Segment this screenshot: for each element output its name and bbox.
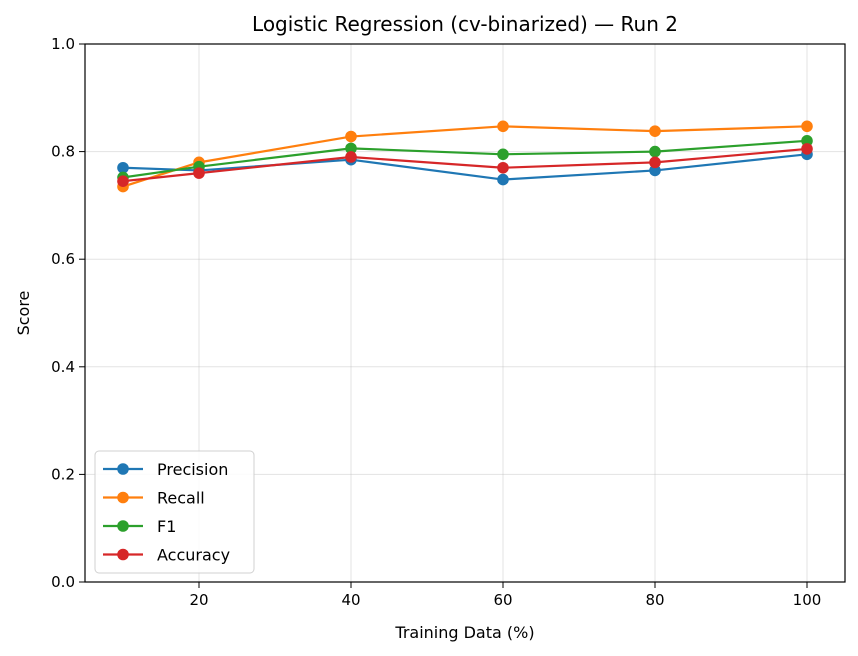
data-point-accuracy: [497, 161, 509, 174]
legend-box: [94, 450, 255, 574]
data-point-precision: [649, 164, 661, 177]
legend-swatch-marker: [117, 548, 129, 561]
ticks: 20 40 60 80 100 0.0 0.2 0.4 0.6 0.8 1.0: [51, 35, 821, 609]
series-line-accuracy: [122, 147, 808, 183]
data-point-f1: [801, 135, 813, 147]
x-axis-label: Training Data (%): [394, 623, 534, 642]
legend-item-f1: F1: [103, 517, 176, 536]
data-point-recall: [801, 120, 813, 133]
data-point-f1: [497, 148, 509, 161]
legend-label: Recall: [157, 489, 205, 508]
y-tick-label: 0.8: [51, 143, 75, 161]
y-tick-label: 0.4: [51, 358, 75, 376]
x-tick-label: 60: [493, 591, 512, 609]
series-layer: [117, 120, 813, 193]
legend-item-precision: Precision: [103, 460, 228, 479]
series-accuracy: [117, 143, 813, 187]
legend-label: Accuracy: [157, 546, 230, 565]
series-line-f1: [122, 139, 808, 179]
y-tick-label: 0.0: [51, 573, 75, 591]
x-tick-label: 40: [341, 591, 360, 609]
legend-swatch-marker: [117, 463, 129, 475]
legend-swatch-marker: [117, 491, 129, 504]
data-point-accuracy: [193, 167, 205, 179]
plot-frame: [84, 43, 846, 583]
x-tick-label: 80: [645, 591, 664, 609]
data-point-recall: [649, 125, 661, 137]
y-tick-label: 0.2: [51, 465, 75, 483]
data-point-accuracy: [345, 151, 357, 163]
data-point-recall: [345, 130, 357, 143]
y-tick-label: 1.0: [51, 35, 75, 53]
legend-swatch-marker: [117, 520, 129, 532]
legend-item-accuracy: Accuracy: [103, 546, 230, 565]
x-tick-label: 20: [189, 591, 208, 609]
data-point-precision: [497, 173, 509, 186]
data-point-accuracy: [649, 156, 661, 169]
data-point-f1: [345, 142, 357, 155]
legend-label: Precision: [157, 460, 228, 479]
data-point-accuracy: [117, 175, 129, 187]
chart-title: Logistic Regression (cv-binarized) — Run…: [252, 12, 678, 36]
data-point-precision: [117, 161, 129, 174]
data-point-f1: [649, 145, 661, 158]
series-recall: [117, 120, 813, 193]
data-point-accuracy: [801, 143, 813, 155]
legend-label: F1: [157, 517, 176, 536]
y-tick-label: 0.6: [51, 250, 75, 268]
x-tick-label: 100: [793, 591, 822, 609]
series-line-precision: [122, 153, 808, 181]
y-axis-label: Score: [14, 291, 33, 336]
legend-item-recall: Recall: [103, 489, 205, 508]
legend: Precision Recall F1 Accuracy: [94, 450, 255, 574]
series-precision: [117, 148, 813, 186]
series-line-recall: [122, 125, 808, 188]
data-point-recall: [497, 120, 509, 133]
